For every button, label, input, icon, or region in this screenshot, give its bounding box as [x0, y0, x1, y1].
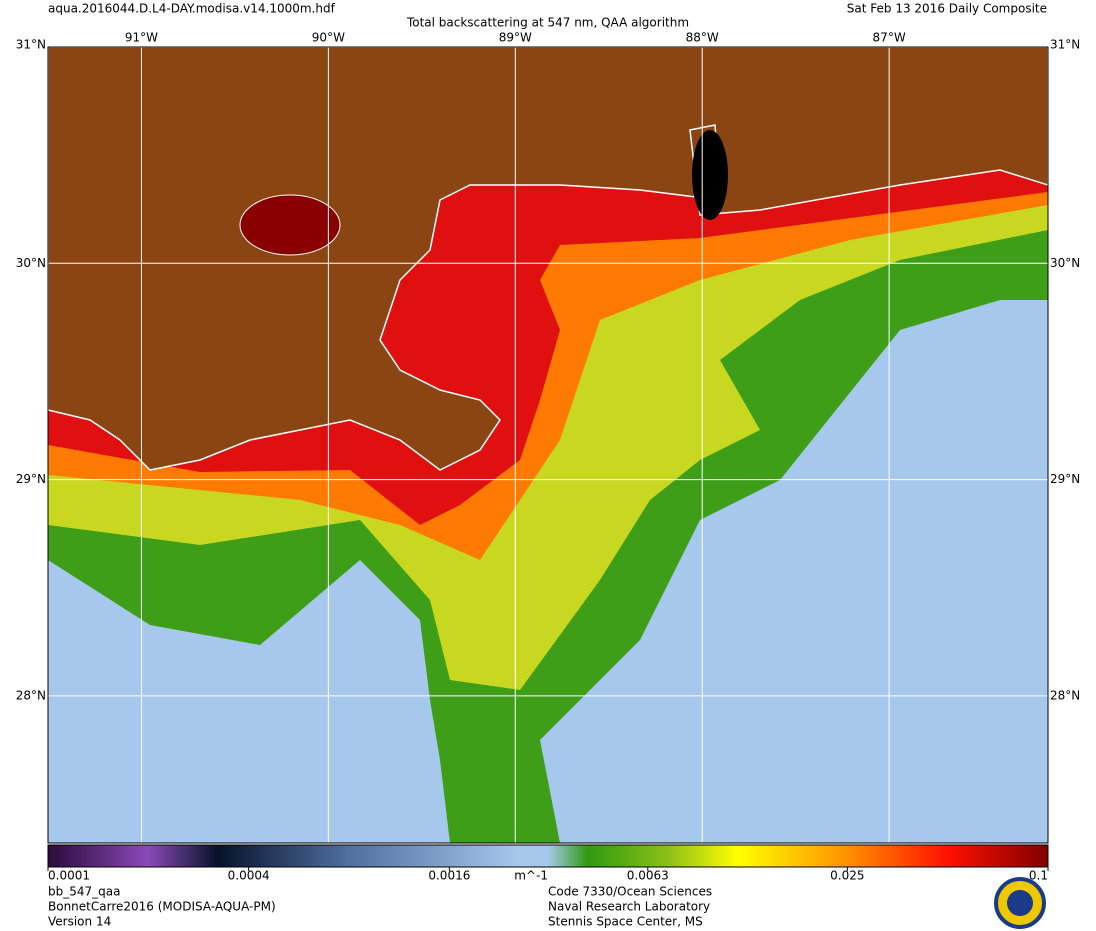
- footer-center: Code 7330/Ocean Sciences: [548, 885, 712, 899]
- footer-left: Version 14: [48, 915, 111, 929]
- lat-label: 30°N: [1050, 256, 1080, 270]
- map-image: [48, 47, 1048, 843]
- lon-label: 91°W: [125, 31, 158, 45]
- lat-label: 28°N: [1050, 688, 1080, 702]
- footer-left: BonnetCarre2016 (MODISA-AQUA-PM): [48, 900, 276, 914]
- lat-label: 31°N: [16, 38, 46, 52]
- bay: [692, 130, 728, 220]
- footer-center: Naval Research Laboratory: [548, 900, 710, 914]
- lon-label: 89°W: [499, 31, 532, 45]
- land: [48, 47, 1048, 471]
- colorbar-label: 0.0016: [428, 869, 470, 883]
- colorbar-label: 0.0001: [48, 869, 90, 883]
- colorbar-label: 0.025: [830, 869, 864, 883]
- lon-label: 90°W: [312, 31, 345, 45]
- logo-inner: [1007, 890, 1033, 916]
- colorbar-label: 0.1: [1029, 869, 1048, 883]
- footer-center: Stennis Space Center, MS: [548, 915, 703, 929]
- lon-label: 87°W: [873, 31, 906, 45]
- lat-label: 31°N: [1050, 38, 1080, 52]
- lat-label: 28°N: [16, 688, 46, 702]
- lake: [239, 194, 341, 256]
- lat-label: 30°N: [16, 256, 46, 270]
- colorbar: [47, 844, 1049, 868]
- colorbar-unit: m^-1: [514, 869, 548, 883]
- colorbar-label: 0.0004: [228, 869, 270, 883]
- lat-label: 29°N: [1050, 472, 1080, 486]
- date: Sat Feb 13 2016 Daily Composite: [847, 2, 1047, 16]
- title: Total backscattering at 547 nm, QAA algo…: [406, 16, 689, 30]
- colorbar-label: 0.0063: [627, 869, 669, 883]
- file-name: aqua.2016044.D.L4-DAY.modisa.v14.1000m.h…: [48, 2, 336, 16]
- lat-label: 29°N: [16, 472, 46, 486]
- footer-left: bb_547_qaa: [48, 885, 120, 899]
- map-frame: [47, 46, 1049, 844]
- lon-label: 88°W: [686, 31, 719, 45]
